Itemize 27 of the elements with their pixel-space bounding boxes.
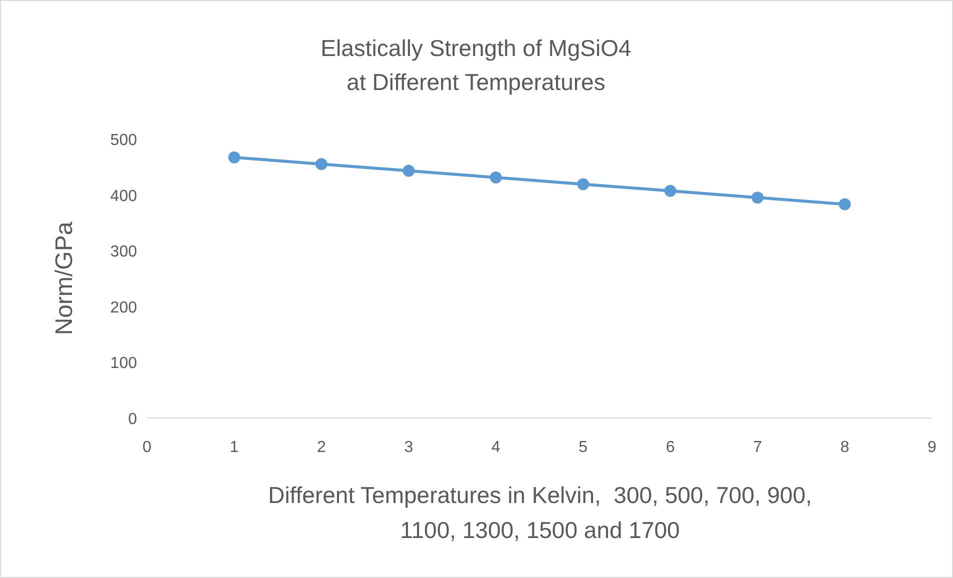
x-tick-label: 0 <box>142 439 152 456</box>
y-tick-label: 500 <box>110 132 138 149</box>
x-tick-label: 9 <box>928 439 937 456</box>
x-tick-label: 8 <box>840 439 850 456</box>
y-tick-label: 200 <box>110 299 138 316</box>
x-tick-label: 1 <box>230 439 239 456</box>
chart-title: Elastically Strength of MgSiO4 at Different Temperatures <box>320 35 632 95</box>
y-tick-label: 400 <box>110 188 138 205</box>
y-axis-title: Norm/GPa <box>51 221 78 336</box>
x-tick-label: 3 <box>404 439 414 456</box>
point <box>577 178 590 190</box>
x-tick-label: 6 <box>666 439 675 456</box>
y-tick-label: 100 <box>110 355 138 372</box>
x-axis-title: Different Temperatures in Kelvin, 300, 500, 700, 900, 1100, 1300, 1500 and 1700 <box>268 482 812 543</box>
point <box>228 151 240 164</box>
point <box>402 164 415 177</box>
y-tick-label: 300 <box>110 244 138 261</box>
x-tick-label: 4 <box>491 439 500 456</box>
point <box>315 158 328 170</box>
y-tick-label: 0 <box>128 411 138 428</box>
point <box>490 172 502 184</box>
x-tick-label: 5 <box>578 439 588 456</box>
point <box>838 198 851 210</box>
point <box>664 184 676 197</box>
x-tick-label: 7 <box>753 439 762 456</box>
point <box>752 192 764 204</box>
x-tick-label: 2 <box>316 439 326 456</box>
